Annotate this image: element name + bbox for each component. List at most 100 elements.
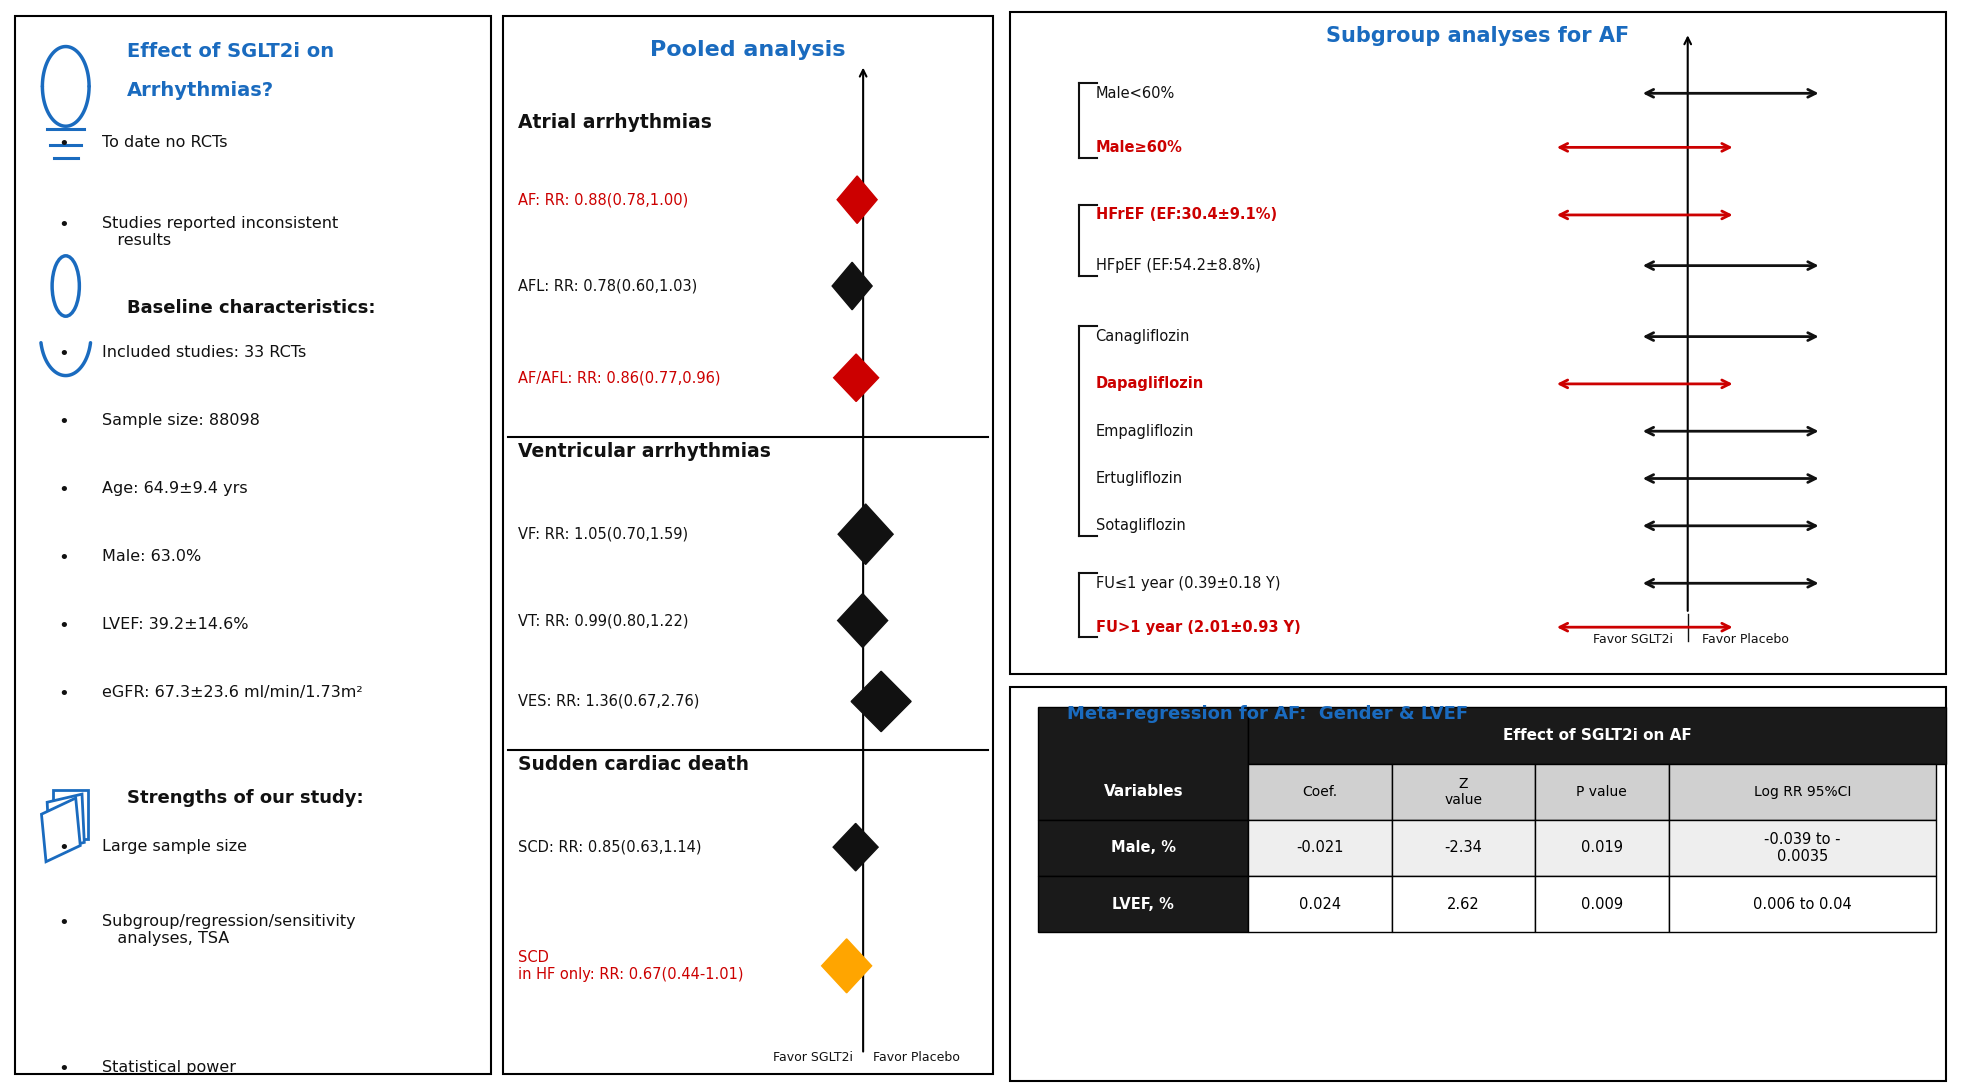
Text: •: • xyxy=(59,838,69,857)
FancyBboxPatch shape xyxy=(1392,876,1535,932)
Text: AF/AFL: RR: 0.86(0.77,0.96): AF/AFL: RR: 0.86(0.77,0.96) xyxy=(518,371,720,385)
Text: •: • xyxy=(59,216,69,234)
Text: •: • xyxy=(59,617,69,635)
Text: -0.021: -0.021 xyxy=(1296,840,1343,856)
Text: VES: RR: 1.36(0.67,2.76): VES: RR: 1.36(0.67,2.76) xyxy=(518,694,700,708)
FancyBboxPatch shape xyxy=(1669,764,1936,820)
Polygon shape xyxy=(41,798,80,862)
Polygon shape xyxy=(833,354,879,401)
Text: To date no RCTs: To date no RCTs xyxy=(102,135,227,150)
Text: Age: 64.9±9.4 yrs: Age: 64.9±9.4 yrs xyxy=(102,482,247,496)
Polygon shape xyxy=(837,504,892,565)
Text: Coef.: Coef. xyxy=(1302,785,1337,799)
Text: •: • xyxy=(59,413,69,432)
Polygon shape xyxy=(822,938,871,993)
Text: •: • xyxy=(59,482,69,499)
Text: VT: RR: 0.99(0.80,1.22): VT: RR: 0.99(0.80,1.22) xyxy=(518,613,688,628)
Text: eGFR: 67.3±23.6 ml/min/1.73m²: eGFR: 67.3±23.6 ml/min/1.73m² xyxy=(102,686,363,700)
FancyBboxPatch shape xyxy=(1249,764,1392,820)
Text: Meta-regression for AF:  Gender & LVEF: Meta-regression for AF: Gender & LVEF xyxy=(1067,705,1469,724)
Text: Dapagliflozin: Dapagliflozin xyxy=(1096,376,1204,391)
Text: FU>1 year (2.01±0.93 Y): FU>1 year (2.01±0.93 Y) xyxy=(1096,620,1300,634)
Polygon shape xyxy=(851,671,912,731)
Text: Pooled analysis: Pooled analysis xyxy=(651,40,845,60)
Text: HFpEF (EF:54.2±8.8%): HFpEF (EF:54.2±8.8%) xyxy=(1096,258,1261,274)
Text: •: • xyxy=(59,549,69,567)
FancyBboxPatch shape xyxy=(1392,764,1535,820)
Text: Sample size: 88098: Sample size: 88098 xyxy=(102,413,261,428)
FancyBboxPatch shape xyxy=(1037,876,1249,932)
Polygon shape xyxy=(53,790,88,839)
Text: Subgroup analyses for AF: Subgroup analyses for AF xyxy=(1326,26,1630,46)
Text: SCD
in HF only: RR: 0.67(0.44-1.01): SCD in HF only: RR: 0.67(0.44-1.01) xyxy=(518,949,743,982)
Text: •: • xyxy=(59,346,69,363)
Text: Favor SGLT2i: Favor SGLT2i xyxy=(1594,632,1673,645)
Text: Male≥60%: Male≥60% xyxy=(1096,140,1182,155)
FancyBboxPatch shape xyxy=(504,16,992,1074)
Polygon shape xyxy=(47,795,84,850)
Text: Effect of SGLT2i on AF: Effect of SGLT2i on AF xyxy=(1502,728,1692,743)
Polygon shape xyxy=(831,263,873,310)
Text: •: • xyxy=(59,135,69,153)
Text: Baseline characteristics:: Baseline characteristics: xyxy=(127,299,375,317)
FancyBboxPatch shape xyxy=(1535,820,1669,876)
Text: -0.039 to -
0.0035: -0.039 to - 0.0035 xyxy=(1765,832,1841,864)
Text: Favor Placebo: Favor Placebo xyxy=(873,1051,961,1064)
Text: Strengths of our study:: Strengths of our study: xyxy=(127,789,363,807)
Text: Male: 63.0%: Male: 63.0% xyxy=(102,549,202,565)
Text: Male<60%: Male<60% xyxy=(1096,86,1175,100)
Text: -2.34: -2.34 xyxy=(1445,840,1483,856)
Text: Subgroup/regression/sensitivity
   analyses, TSA: Subgroup/regression/sensitivity analyses… xyxy=(102,915,355,946)
Text: 0.009: 0.009 xyxy=(1581,897,1624,911)
FancyBboxPatch shape xyxy=(1010,12,1945,675)
Text: LVEF, %: LVEF, % xyxy=(1112,897,1175,911)
Text: P value: P value xyxy=(1577,785,1628,799)
Text: 0.024: 0.024 xyxy=(1298,897,1341,911)
Text: Effect of SGLT2i on: Effect of SGLT2i on xyxy=(127,43,333,61)
FancyBboxPatch shape xyxy=(1535,876,1669,932)
Text: •: • xyxy=(59,1059,69,1078)
Text: SCD: RR: 0.85(0.63,1.14): SCD: RR: 0.85(0.63,1.14) xyxy=(518,839,702,855)
Text: Arrhythmias?: Arrhythmias? xyxy=(127,81,275,100)
FancyBboxPatch shape xyxy=(1669,820,1936,876)
FancyBboxPatch shape xyxy=(1669,876,1936,932)
Text: •: • xyxy=(59,915,69,932)
Text: Included studies: 33 RCTs: Included studies: 33 RCTs xyxy=(102,346,306,361)
Text: AF: RR: 0.88(0.78,1.00): AF: RR: 0.88(0.78,1.00) xyxy=(518,192,688,207)
Text: LVEF: 39.2±14.6%: LVEF: 39.2±14.6% xyxy=(102,617,249,632)
Text: Empagliflozin: Empagliflozin xyxy=(1096,424,1194,438)
Text: Log RR 95%CI: Log RR 95%CI xyxy=(1753,785,1851,799)
Text: VF: RR: 1.05(0.70,1.59): VF: RR: 1.05(0.70,1.59) xyxy=(518,526,688,542)
Polygon shape xyxy=(837,175,877,223)
Text: •: • xyxy=(59,686,69,703)
Text: Ertugliflozin: Ertugliflozin xyxy=(1096,471,1182,486)
FancyBboxPatch shape xyxy=(1037,707,1249,820)
Text: Statistical power: Statistical power xyxy=(102,1059,235,1075)
Polygon shape xyxy=(833,823,879,871)
Text: Male, %: Male, % xyxy=(1110,840,1177,856)
Text: Z
value: Z value xyxy=(1445,777,1483,807)
Text: Large sample size: Large sample size xyxy=(102,838,247,853)
FancyBboxPatch shape xyxy=(1249,876,1392,932)
FancyBboxPatch shape xyxy=(1010,688,1945,1080)
Text: Studies reported inconsistent
   results: Studies reported inconsistent results xyxy=(102,216,339,249)
Text: Variables: Variables xyxy=(1104,784,1182,799)
Text: AFL: RR: 0.78(0.60,1.03): AFL: RR: 0.78(0.60,1.03) xyxy=(518,279,698,293)
Text: Atrial arrhythmias: Atrial arrhythmias xyxy=(518,113,712,132)
FancyBboxPatch shape xyxy=(1249,820,1392,876)
Text: 0.006 to 0.04: 0.006 to 0.04 xyxy=(1753,897,1851,911)
FancyBboxPatch shape xyxy=(1249,707,1945,764)
FancyBboxPatch shape xyxy=(1392,820,1535,876)
Text: FU≤1 year (0.39±0.18 Y): FU≤1 year (0.39±0.18 Y) xyxy=(1096,576,1281,591)
Text: Ventricular arrhythmias: Ventricular arrhythmias xyxy=(518,443,771,461)
Text: Canagliflozin: Canagliflozin xyxy=(1096,329,1190,344)
Text: Favor Placebo: Favor Placebo xyxy=(1702,632,1788,645)
Text: Sotagliflozin: Sotagliflozin xyxy=(1096,519,1184,533)
Text: HFrEF (EF:30.4±9.1%): HFrEF (EF:30.4±9.1%) xyxy=(1096,207,1277,222)
FancyBboxPatch shape xyxy=(1535,764,1669,820)
Text: 2.62: 2.62 xyxy=(1447,897,1481,911)
Text: 0.019: 0.019 xyxy=(1581,840,1624,856)
Polygon shape xyxy=(837,594,888,647)
Text: Favor SGLT2i: Favor SGLT2i xyxy=(773,1051,853,1064)
Text: Sudden cardiac death: Sudden cardiac death xyxy=(518,755,749,774)
